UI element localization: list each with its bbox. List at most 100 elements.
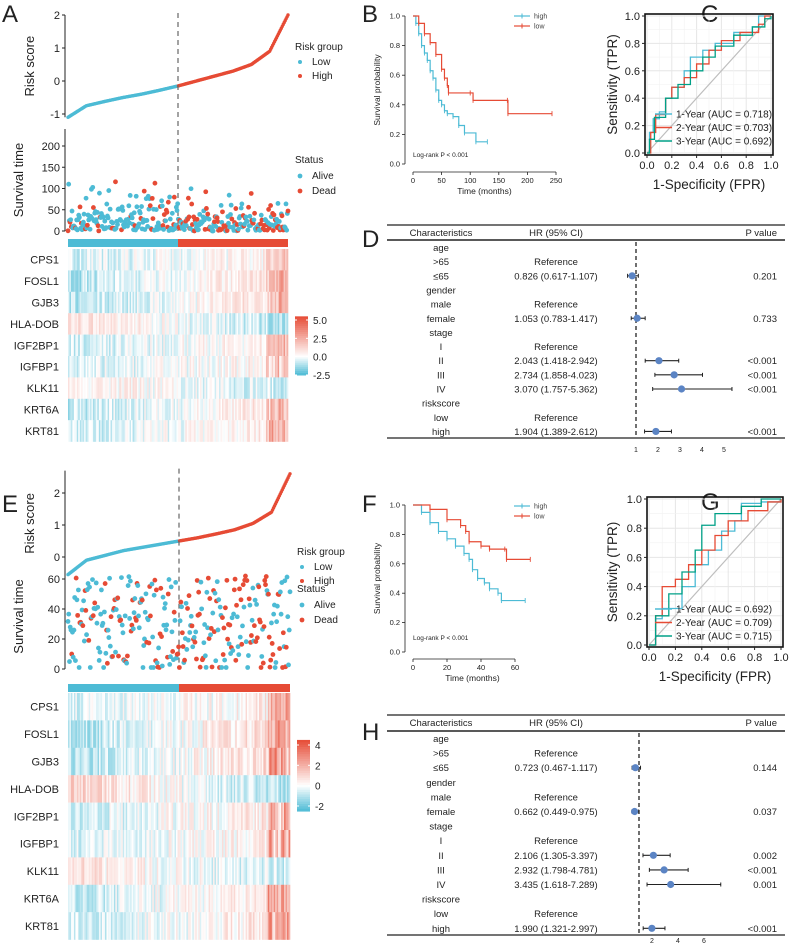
heatmap-cell [68, 693, 70, 721]
heatmap-cell [195, 912, 198, 940]
heatmap-cell [88, 884, 91, 913]
heatmap-cell [214, 334, 217, 357]
heatmap-cell [263, 398, 265, 421]
heatmap-cell [78, 313, 81, 335]
heatmap-cell [207, 334, 210, 357]
heatmap-cell [81, 270, 83, 292]
survival-point [204, 206, 209, 211]
y-tick-label: 0.4 [625, 93, 640, 105]
survival-point [194, 656, 199, 662]
heatmap-cell [177, 747, 180, 776]
row-label: female [427, 314, 456, 325]
heatmap-cell [286, 398, 289, 421]
heatmap-cell [143, 912, 146, 940]
heatmap-cell [173, 291, 176, 314]
heatmap-cell [79, 802, 82, 831]
heatmap-cell [207, 420, 210, 442]
heatmap-cell [92, 291, 95, 314]
heatmap-cell [233, 884, 236, 913]
heatmap-cell [70, 313, 73, 335]
heatmap-cell [114, 291, 117, 314]
heatmap-cell [189, 857, 192, 885]
heatmap-cell [110, 693, 113, 721]
heatmap-cell [200, 398, 202, 421]
colorbar-segment [295, 357, 308, 360]
heatmap-cell [110, 420, 113, 442]
x-tick-label: 60 [511, 663, 519, 672]
heatmap-cell [73, 775, 76, 803]
heatmap-cell [187, 912, 190, 940]
heatmap-cell [90, 377, 92, 399]
heatmap-cell [220, 693, 223, 721]
heatmap-cell [282, 334, 284, 357]
hr-point [648, 924, 656, 932]
colorbar-segment [297, 751, 310, 755]
survival-point [287, 589, 293, 595]
heatmap-cell [244, 398, 246, 421]
heatmap-cell [273, 334, 276, 357]
survival-point [80, 623, 86, 629]
heatmap-cell [158, 802, 161, 831]
heatmap-cell [177, 775, 180, 803]
heatmap-cell [242, 830, 245, 858]
survival-point [239, 641, 245, 647]
heatmap-cell [242, 356, 245, 378]
y-axis-label: Sensitivity (TPR) [605, 522, 620, 623]
heatmap-cell [264, 420, 267, 442]
heatmap-cell [247, 857, 249, 885]
heatmap-cell [189, 334, 192, 357]
heatmap-cell [286, 334, 289, 357]
survival-point [122, 613, 128, 619]
heatmap-cell [167, 270, 170, 292]
heatmap-cell [130, 802, 132, 831]
heatmap-cell [192, 693, 195, 721]
survival-point [268, 657, 274, 663]
survival-point [204, 589, 210, 595]
heatmap-cell [170, 802, 172, 831]
heatmap-cell [145, 356, 148, 378]
survival-point [136, 625, 142, 631]
heatmap-cell [219, 334, 221, 357]
heatmap-cell [195, 356, 198, 378]
heatmap-cell [184, 747, 187, 776]
heatmap-cell [156, 377, 158, 399]
heatmap-cell [119, 356, 122, 378]
y-tick-label: 1.0 [390, 501, 400, 510]
heatmap-cell [183, 720, 186, 748]
heatmap-cell [208, 270, 211, 292]
heatmap-cell [255, 775, 258, 803]
heatmap-cell [127, 884, 129, 913]
x-tick-label: 6 [702, 938, 706, 944]
heatmap-cell [104, 356, 107, 378]
heatmap-cell [103, 420, 105, 442]
heatmap-cell [84, 720, 87, 748]
heatmap-cell [169, 398, 171, 421]
heatmap-cell [97, 830, 100, 858]
heatmap-cell [72, 313, 75, 335]
heatmap-cell [159, 884, 162, 913]
heatmap-cell [195, 334, 198, 357]
heatmap-cell [214, 249, 217, 271]
heatmap-cell [161, 249, 164, 271]
heatmap-cell [270, 830, 273, 858]
heatmap-cell [121, 912, 124, 940]
heatmap-cell [195, 270, 198, 292]
heatmap-cell [273, 857, 276, 885]
survival-point [231, 587, 237, 593]
heatmap-cell [260, 377, 262, 399]
heatmap-cell [230, 398, 233, 421]
heatmap-cell [88, 720, 91, 748]
heatmap-cell [187, 747, 190, 776]
survival-point [76, 665, 82, 670]
heatmap-cell [128, 313, 130, 335]
heatmap-cell [248, 884, 251, 913]
x-axis-label: Time (months) [445, 673, 500, 683]
heatmap-cell [142, 313, 145, 335]
heatmap-cell [264, 775, 267, 803]
legend-label: High [312, 71, 333, 82]
heatmap-cell [218, 720, 221, 748]
heatmap-cell [106, 313, 108, 335]
heatmap-cell [75, 857, 78, 885]
hr-value: Reference [534, 342, 578, 353]
heatmap-cell [161, 356, 164, 378]
